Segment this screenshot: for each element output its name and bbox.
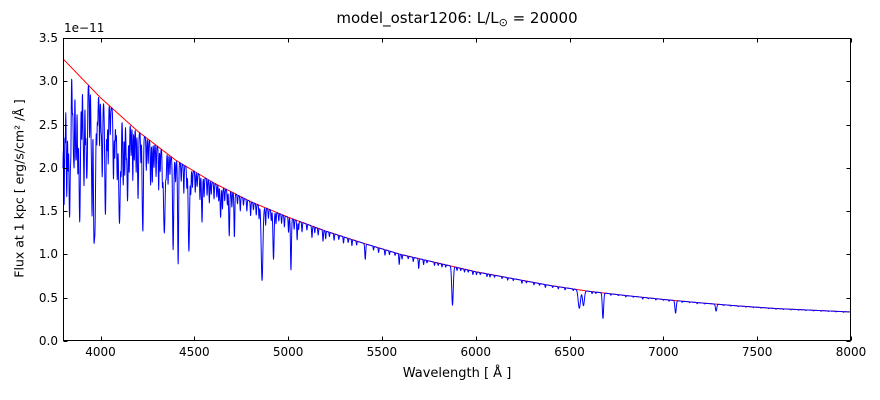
continuum-line: [62, 58, 852, 313]
y-tick-label: 1.5: [38, 204, 58, 219]
x-tick-label: 4500: [179, 345, 210, 359]
x-tick-label: 8000: [835, 345, 867, 359]
x-axis-label: Wavelength [ Å ]: [402, 366, 512, 381]
y-axis-offset-text: 1e−11: [64, 21, 105, 35]
x-tick-label: 5500: [366, 345, 398, 359]
y-tick-label: 1.0: [38, 247, 58, 262]
x-tick-label: 5000: [272, 345, 304, 359]
title-suffix: = 20000: [507, 9, 578, 27]
y-tick-label: 0.0: [38, 334, 58, 348]
title-prefix: model_ostar1206: L/L: [336, 9, 499, 27]
y-tick-label: 3.0: [38, 74, 58, 89]
plot-title: model_ostar1206: L/L⊙ = 20000: [63, 9, 851, 29]
x-tick-label: 4000: [85, 345, 116, 359]
y-tick-label: 2.5: [38, 117, 58, 132]
solar-symbol: ⊙: [498, 16, 508, 29]
x-tick-label: 7500: [741, 345, 773, 359]
y-tick-label: 2.0: [38, 160, 58, 175]
plot-frame: [63, 38, 851, 341]
y-axis-label: Flux at 1 kpc [ erg/s/cm² /Å ]: [11, 99, 27, 278]
series-layer: [62, 58, 852, 319]
y-tick-label: 3.5: [38, 31, 58, 45]
axes-layer: [63, 38, 852, 342]
y-tick-label: 0.5: [38, 290, 58, 305]
spectrum-line: [62, 78, 852, 319]
x-tick-label: 7000: [648, 345, 679, 359]
x-tick-label: 6000: [460, 345, 492, 359]
x-tick-label: 6500: [554, 345, 585, 359]
